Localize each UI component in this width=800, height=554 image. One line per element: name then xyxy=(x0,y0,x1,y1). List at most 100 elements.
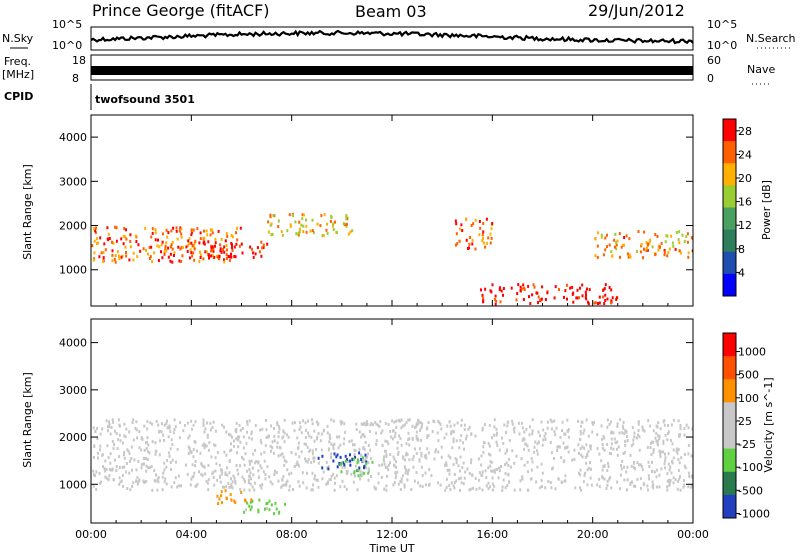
heatmap-cell xyxy=(463,423,466,427)
heatmap-cell xyxy=(264,444,267,448)
heatmap-cell xyxy=(375,442,378,446)
heatmap-cell xyxy=(239,464,242,468)
heatmap-cell xyxy=(374,421,377,424)
heatmap-cell xyxy=(270,424,273,428)
colorbar-segment xyxy=(723,356,736,380)
heatmap-cell xyxy=(478,478,481,482)
heatmap-cell xyxy=(132,418,135,422)
heatmap-cell xyxy=(193,241,196,245)
heatmap-cell xyxy=(249,471,252,475)
heatmap-cell xyxy=(317,485,320,489)
colorbar-segment xyxy=(723,251,736,275)
heatmap-cell xyxy=(602,465,605,469)
heatmap-cell xyxy=(200,463,203,467)
heatmap-cell xyxy=(311,422,314,426)
heatmap-cell xyxy=(503,423,506,427)
heatmap-cell xyxy=(335,231,338,235)
heatmap-cell xyxy=(666,488,669,492)
heatmap-cell xyxy=(390,435,393,439)
heatmap-cell xyxy=(392,455,395,459)
heatmap-cell xyxy=(286,229,289,233)
heatmap-cell xyxy=(115,239,118,243)
heatmap-cell xyxy=(471,242,474,246)
heatmap-cell xyxy=(312,483,315,487)
heatmap-cell xyxy=(576,296,579,300)
heatmap-cell xyxy=(273,439,276,443)
heatmap-cell xyxy=(97,241,99,245)
heatmap-cell xyxy=(134,427,137,430)
heatmap-cell xyxy=(379,420,382,424)
heatmap-cell xyxy=(285,483,288,487)
heatmap-cell xyxy=(235,242,238,246)
heatmap-cell xyxy=(406,478,409,482)
heatmap-cell xyxy=(223,425,225,429)
heatmap-cell xyxy=(464,437,467,441)
heatmap-cell xyxy=(263,450,266,454)
heatmap-cell xyxy=(273,427,275,430)
heatmap-cell xyxy=(556,445,559,449)
heatmap-cell xyxy=(426,436,429,439)
heatmap-cell xyxy=(527,448,530,452)
heatmap-cell xyxy=(419,428,421,432)
heatmap-cell xyxy=(270,449,272,453)
heatmap-cell xyxy=(330,216,333,219)
heatmap-cell xyxy=(419,421,422,424)
heatmap-cell xyxy=(153,469,156,473)
heatmap-cell xyxy=(504,472,507,476)
heatmap-cell xyxy=(154,228,157,232)
heatmap-cell xyxy=(670,423,673,427)
heatmap-cell xyxy=(144,226,147,230)
heatmap-cell xyxy=(654,436,657,440)
heatmap-cell xyxy=(228,471,231,475)
heatmap-cell xyxy=(173,254,175,257)
heatmap-cell xyxy=(581,294,584,298)
heatmap-cell xyxy=(215,462,218,466)
heatmap-cell xyxy=(606,479,609,483)
heatmap-cell xyxy=(202,421,205,425)
heatmap-cell xyxy=(491,469,494,473)
heatmap-cell xyxy=(420,424,423,428)
heatmap-cell xyxy=(242,457,245,461)
heatmap-cell xyxy=(639,477,642,481)
heatmap-cell xyxy=(659,427,662,431)
heatmap-cell xyxy=(95,237,98,241)
heatmap-cell xyxy=(252,251,255,255)
heatmap-cell xyxy=(166,235,169,239)
heatmap-cell xyxy=(186,472,189,476)
heatmap-cell xyxy=(668,247,671,251)
heatmap-cell xyxy=(137,243,140,247)
heatmap-cell xyxy=(664,433,667,437)
heatmap-cell xyxy=(626,488,628,492)
heatmap-cell xyxy=(626,435,628,438)
heatmap-cell xyxy=(93,251,96,255)
colorbar-tick-label: 12 xyxy=(738,219,752,232)
heatmap-cell xyxy=(345,217,348,221)
heatmap-cell xyxy=(620,464,622,467)
heatmap-cell xyxy=(567,435,570,439)
heatmap-cell xyxy=(298,464,301,468)
heatmap-cell xyxy=(193,440,196,444)
heatmap-cell xyxy=(236,468,239,472)
heatmap-cell xyxy=(334,481,336,485)
heatmap-cell xyxy=(136,255,139,259)
heatmap-cell xyxy=(232,439,235,443)
heatmap-cell xyxy=(219,474,222,478)
heatmap-cell xyxy=(678,461,681,465)
heatmap-cell xyxy=(109,468,112,472)
x-axis-ticks: 00:00 04:00 08:00 12:00 16:00 20:00 00:00 xyxy=(75,115,709,541)
heatmap-cell xyxy=(169,430,172,434)
heatmap-cell xyxy=(415,452,418,455)
heatmap-cell xyxy=(169,447,172,451)
heatmap-cell xyxy=(496,467,498,471)
heatmap-cell xyxy=(171,458,174,462)
heatmap-cell xyxy=(260,240,263,244)
heatmap-cell xyxy=(235,464,238,467)
heatmap-cell xyxy=(670,471,673,475)
heatmap-cell xyxy=(491,436,494,440)
heatmap-cell xyxy=(607,461,609,465)
heatmap-cell xyxy=(201,443,204,447)
heatmap-cell xyxy=(391,437,394,441)
heatmap-cell xyxy=(414,447,416,451)
heatmap-cell xyxy=(501,485,504,489)
